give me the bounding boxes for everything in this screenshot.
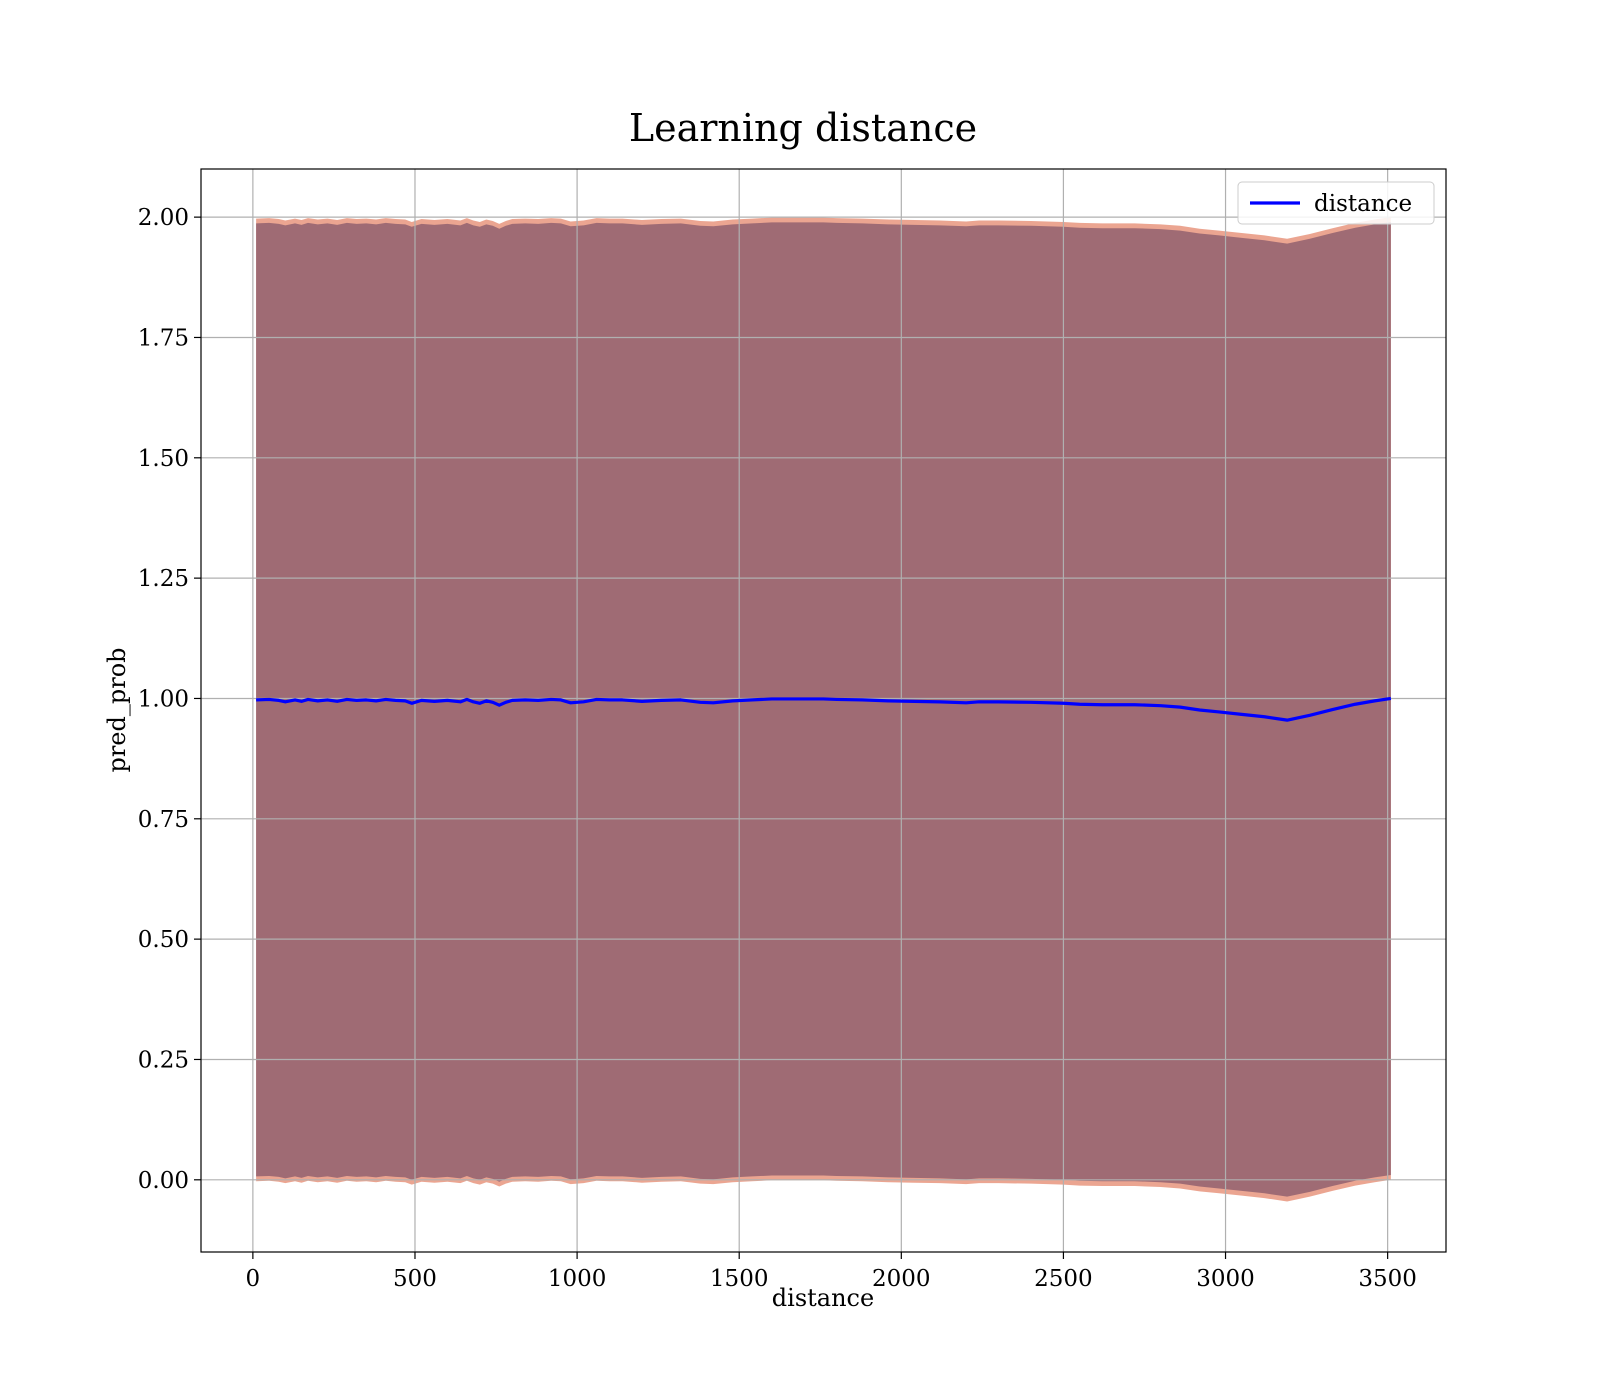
legend-box bbox=[1237, 181, 1435, 225]
y-tick-label: 1.00 bbox=[138, 686, 189, 712]
y-axis-label: pred_prob bbox=[103, 647, 131, 772]
x-tick-label: 2500 bbox=[1034, 1266, 1093, 1292]
chart-title: Learning distance bbox=[629, 106, 977, 150]
plot-frame bbox=[200, 168, 1447, 1253]
y-tick-label: 1.75 bbox=[138, 325, 189, 351]
x-tick-label: 500 bbox=[393, 1266, 437, 1292]
legend-label-distance: distance bbox=[1314, 191, 1412, 217]
x-tick-label: 1500 bbox=[710, 1266, 769, 1292]
x-tick-label: 0 bbox=[246, 1266, 261, 1292]
y-tick-label: 1.25 bbox=[138, 566, 189, 592]
x-tick-label: 3000 bbox=[1196, 1266, 1255, 1292]
x-tick-label: 2000 bbox=[872, 1266, 931, 1292]
y-tick-label: 0.25 bbox=[138, 1047, 189, 1073]
x-tick-label: 1000 bbox=[548, 1266, 607, 1292]
y-tick-label: 0.75 bbox=[138, 807, 189, 833]
y-tick-label: 0.50 bbox=[138, 927, 189, 953]
legend: distance bbox=[1237, 181, 1435, 225]
x-axis-label: distance bbox=[772, 1284, 874, 1312]
x-tick-label: 3500 bbox=[1358, 1266, 1417, 1292]
shaded-band-2 bbox=[256, 221, 1391, 1197]
y-tick-label: 0.00 bbox=[138, 1168, 189, 1194]
y-tick-label: 1.50 bbox=[138, 446, 189, 472]
y-tick-label: 2.00 bbox=[138, 205, 189, 231]
series-line-distance bbox=[256, 696, 1392, 722]
plot-area: 0 500 1000 1500 2000 2500 3000 3500 0.00 0.25 0.50… bbox=[138, 168, 1447, 1292]
